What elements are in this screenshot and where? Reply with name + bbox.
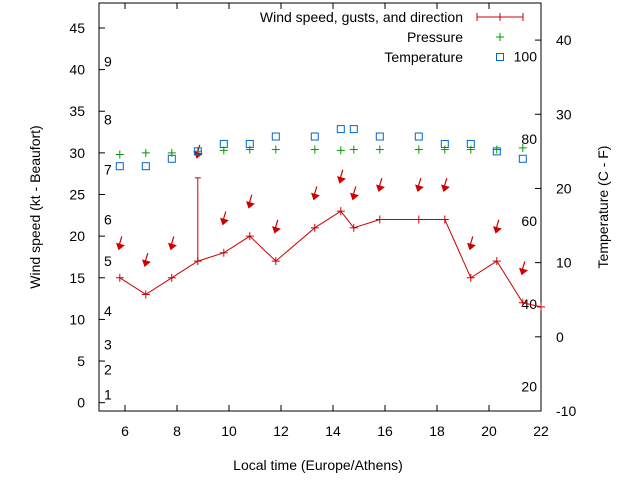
y-left-tick-label: 35	[69, 103, 85, 119]
legend-label-temperature: Temperature	[384, 49, 463, 65]
temperature-point	[492, 147, 501, 156]
y-right-tick-label: -10	[556, 403, 576, 419]
temperature-point	[466, 139, 475, 148]
x-axis-label: Local time (Europe/Athens)	[233, 457, 403, 473]
x-tick-label: 20	[481, 423, 497, 439]
legend-label-pressure: Pressure	[407, 29, 463, 45]
wind-direction-arrowhead	[246, 201, 255, 209]
temperature-point	[440, 139, 449, 148]
temperature-point	[167, 154, 176, 163]
y-left-tick-label: 40	[69, 62, 85, 78]
y-left-tick-label: 0	[77, 395, 85, 411]
temperature-point	[375, 132, 384, 141]
y-right-tick-label: 20	[556, 180, 572, 196]
plot-frame	[98, 2, 542, 412]
x-tick-label: 6	[121, 423, 129, 439]
temperature-point	[349, 125, 358, 134]
temperature-point	[518, 154, 527, 163]
x-tick-label: 12	[273, 423, 289, 439]
y-right-tick-label: 30	[556, 106, 572, 122]
fahrenheit-label: 60	[521, 213, 537, 229]
beaufort-label: 5	[104, 253, 112, 269]
wind-direction-arrowhead	[467, 242, 476, 251]
y-left-tick-label: 25	[69, 187, 85, 203]
wind-direction-arrowhead	[441, 184, 450, 193]
beaufort-label: 4	[104, 303, 112, 319]
wind-direction-arrowhead	[272, 226, 281, 234]
y-right-tick-label: 10	[556, 255, 572, 271]
wind-direction-arrowhead	[311, 192, 320, 201]
temperature-point	[310, 132, 319, 141]
y-left-tick-label: 30	[69, 145, 85, 161]
wind-direction-arrowhead	[142, 259, 151, 267]
temperature-point	[141, 162, 150, 171]
y-left-tick-label: 15	[69, 270, 85, 286]
wind-direction-arrowhead	[116, 242, 125, 251]
fahrenheit-label: 20	[521, 379, 537, 395]
y-left-tick-label: 5	[77, 353, 85, 369]
temperature-point	[271, 132, 280, 141]
x-tick-label: 10	[221, 423, 237, 439]
wind-speed-line	[119, 210, 542, 308]
y-left-tick-label: 10	[69, 311, 85, 327]
wind-direction-arrowhead	[415, 184, 424, 193]
wind-direction-arrowhead	[337, 176, 346, 184]
wind-direction-arrowhead	[350, 192, 359, 201]
y-axis-right-label: Temperature (C - F)	[595, 146, 611, 269]
y-left-tick-label: 45	[69, 20, 85, 36]
x-tick-label: 8	[173, 423, 181, 439]
legend-symbol-temperature	[496, 53, 504, 61]
x-tick-label: 16	[377, 423, 393, 439]
x-tick-label: 14	[325, 423, 341, 439]
temperature-point	[245, 139, 254, 148]
fahrenheit-label: 80	[521, 131, 537, 147]
wind-direction-arrowhead	[519, 267, 528, 276]
y-left-tick-label: 20	[69, 228, 85, 244]
y-right-tick-label: 0	[556, 329, 564, 345]
beaufort-label: 8	[104, 112, 112, 128]
beaufort-label: 2	[104, 361, 112, 377]
legend-label-wind: Wind speed, gusts, and direction	[260, 9, 463, 25]
temperature-point	[336, 125, 345, 134]
temperature-point	[115, 162, 124, 171]
beaufort-label: 9	[104, 53, 112, 69]
y-right-tick-label: 40	[556, 32, 572, 48]
wind-direction-arrowhead	[493, 226, 502, 234]
temperature-point	[193, 147, 202, 156]
beaufort-label: 7	[104, 162, 112, 178]
wind-direction-arrowhead	[376, 184, 385, 193]
beaufort-label: 1	[104, 386, 112, 402]
beaufort-label: 3	[104, 336, 112, 352]
fahrenheit-label: 100	[514, 48, 538, 64]
temperature-point	[219, 139, 228, 148]
x-tick-label: 22	[533, 423, 549, 439]
x-tick-label: 18	[429, 423, 445, 439]
beaufort-label: 6	[104, 211, 112, 227]
temperature-point	[414, 132, 423, 141]
wind-direction-arrowhead	[168, 242, 177, 251]
y-axis-left-label: Wind speed (kt - Beaufort)	[27, 125, 43, 288]
wind-direction-arrowhead	[220, 217, 229, 226]
